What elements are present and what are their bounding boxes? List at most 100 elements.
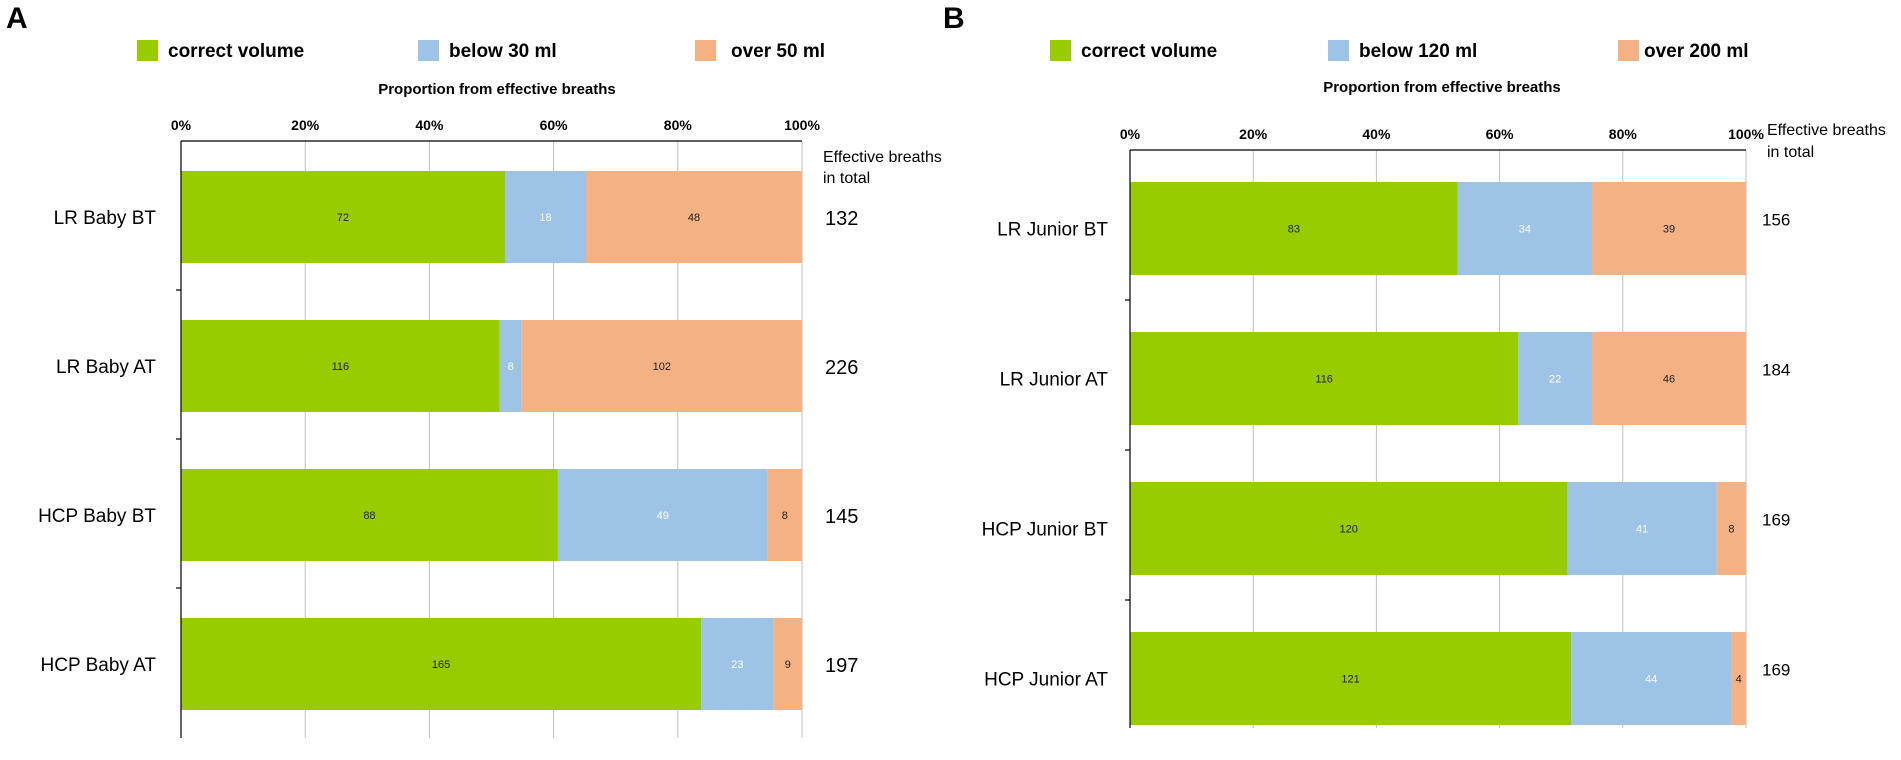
bar-segment xyxy=(767,469,802,561)
panel-letter: A xyxy=(6,2,28,35)
data-label: 102 xyxy=(653,361,671,373)
bar-segment xyxy=(181,320,500,412)
bar-segment xyxy=(181,171,505,263)
data-label: 46 xyxy=(1663,374,1675,386)
bar-row: 116 22 46 LR Junior AT 184 xyxy=(1000,332,1790,425)
totals-header-line: in total xyxy=(823,170,870,187)
legend-swatch xyxy=(1618,40,1639,61)
bar-segment xyxy=(499,320,522,412)
data-label: 4 xyxy=(1736,674,1742,686)
category-label: HCP Junior AT xyxy=(984,670,1108,691)
bar-segment xyxy=(181,469,558,561)
data-label: 23 xyxy=(731,659,743,671)
bar-row: 88 49 8 HCP Baby BT 145 xyxy=(38,469,858,561)
category-label: HCP Baby AT xyxy=(41,655,157,676)
data-label: 8 xyxy=(508,361,514,373)
total-label: 132 xyxy=(825,208,858,230)
data-label: 121 xyxy=(1341,674,1359,686)
bar-segment xyxy=(1571,632,1732,725)
x-tick-label: 80% xyxy=(1609,126,1638,142)
data-label: 41 xyxy=(1636,524,1648,536)
total-label: 226 xyxy=(825,357,858,379)
legend-label: below 30 ml xyxy=(449,41,557,62)
legend-swatch xyxy=(1328,40,1349,61)
bar-segment xyxy=(1716,482,1746,575)
axis-title: Proportion from effective breaths xyxy=(378,81,616,98)
bar-segment xyxy=(773,618,802,710)
totals-header: Effective breaths in total xyxy=(1767,122,1886,161)
data-label: 44 xyxy=(1645,674,1657,686)
category-label: LR Junior AT xyxy=(1000,370,1109,391)
bar-row: 116 8 102 LR Baby AT 226 xyxy=(56,320,858,412)
data-label: 22 xyxy=(1549,374,1561,386)
legend-swatch xyxy=(418,40,439,61)
bar-segment xyxy=(1130,632,1572,725)
legend-item: below 120 ml xyxy=(1328,40,1477,62)
bar-segment xyxy=(1731,632,1746,725)
bar-segment xyxy=(557,469,768,561)
totals-header-line: in total xyxy=(1767,144,1814,161)
panel-letter: B xyxy=(943,2,965,35)
total-label: 156 xyxy=(1762,211,1790,230)
bar-segment xyxy=(701,618,774,710)
totals-header-line: Effective breaths xyxy=(1767,122,1886,139)
axis-title: Proportion from effective breaths xyxy=(1323,79,1561,96)
bar-row: 83 34 39 LR Junior BT 156 xyxy=(997,182,1790,275)
legend-item: over 50 ml xyxy=(695,40,825,62)
legend-label: below 120 ml xyxy=(1359,41,1477,62)
legend-swatch xyxy=(695,40,716,61)
total-label: 197 xyxy=(825,655,858,677)
x-tick-label: 40% xyxy=(1362,126,1391,142)
x-tick-label: 40% xyxy=(415,117,444,133)
x-tick-label: 60% xyxy=(540,117,569,133)
bar-segment xyxy=(586,171,802,263)
totals-header: Effective breaths in total xyxy=(823,149,942,187)
bar-row: 120 41 8 HCP Junior BT 169 xyxy=(982,482,1790,575)
x-tick-label: 0% xyxy=(171,117,192,133)
category-label: LR Baby AT xyxy=(56,357,156,378)
x-tick-label: 20% xyxy=(1239,126,1268,142)
legend-item: correct volume xyxy=(1050,40,1217,62)
legend-label: over 200 ml xyxy=(1644,41,1749,62)
category-label: HCP Junior BT xyxy=(982,520,1109,541)
legend-label: correct volume xyxy=(1081,41,1217,62)
legend-item: over 200 ml xyxy=(1618,40,1749,62)
bar-segment xyxy=(1567,482,1717,575)
data-label: 88 xyxy=(363,510,375,522)
legend-label: over 50 ml xyxy=(731,41,825,62)
data-label: 9 xyxy=(785,659,791,671)
bar-segment xyxy=(1457,182,1592,275)
bar-row: 165 23 9 HCP Baby AT 197 xyxy=(41,618,858,710)
x-tick-label: 100% xyxy=(1728,126,1764,142)
x-tick-label: 100% xyxy=(784,117,820,133)
data-label: 116 xyxy=(332,361,350,373)
legend-item: below 30 ml xyxy=(418,40,557,62)
bar-segment xyxy=(181,618,702,710)
bar-segment xyxy=(1592,182,1746,275)
x-tick-label: 20% xyxy=(291,117,320,133)
data-label: 165 xyxy=(432,659,450,671)
bar-segment xyxy=(1130,332,1519,425)
total-label: 169 xyxy=(1762,661,1790,680)
bar-segment xyxy=(505,171,586,263)
data-label: 83 xyxy=(1288,224,1300,236)
bar-segment xyxy=(1130,182,1458,275)
data-label: 116 xyxy=(1315,374,1333,386)
data-label: 48 xyxy=(688,212,700,224)
data-label: 18 xyxy=(539,212,551,224)
legend: correct volume below 120 ml over 200 ml xyxy=(1050,40,1749,62)
legend-swatch xyxy=(137,40,158,61)
data-label: 120 xyxy=(1340,524,1358,536)
data-label: 39 xyxy=(1663,224,1675,236)
total-label: 145 xyxy=(825,506,858,528)
bar-row: 72 18 48 LR Baby BT 132 xyxy=(54,171,858,263)
category-label: LR Baby BT xyxy=(54,208,157,229)
category-label: LR Junior BT xyxy=(997,220,1108,241)
data-label: 8 xyxy=(1728,524,1734,536)
data-label: 8 xyxy=(782,510,788,522)
legend-item: correct volume xyxy=(137,40,304,62)
x-tick-label: 80% xyxy=(664,117,693,133)
